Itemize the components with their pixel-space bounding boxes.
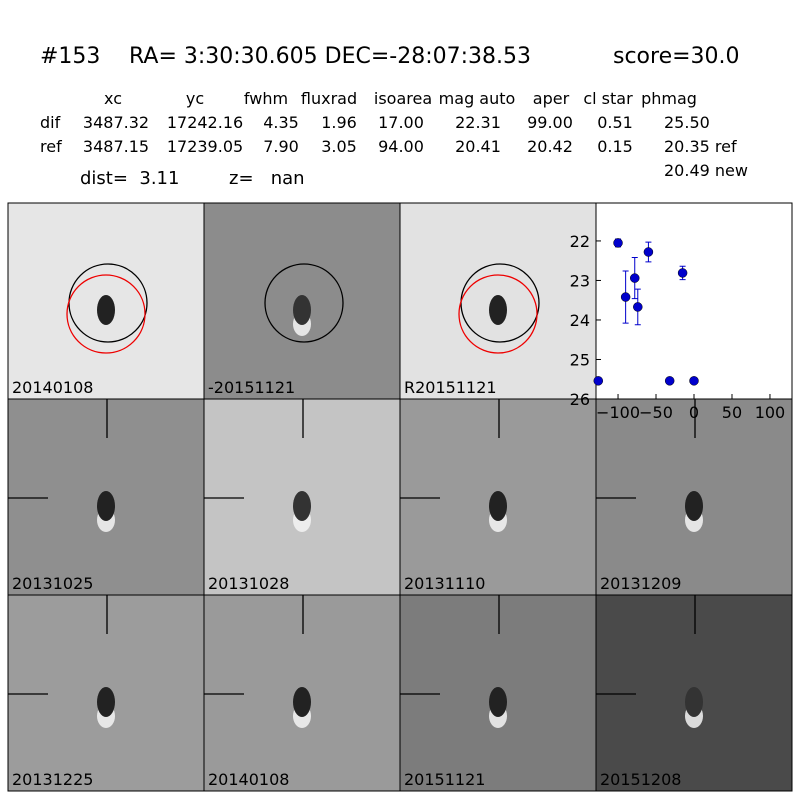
score: score=30.0 — [613, 44, 740, 69]
phmag-new: 20.49 new — [664, 161, 748, 180]
table-cell: 7.90 — [263, 137, 299, 156]
source-blob — [685, 491, 703, 521]
source-blob — [489, 491, 507, 521]
panel-label: 20140108 — [208, 770, 289, 789]
x-tick-label: −100 — [596, 403, 640, 422]
source-blob — [293, 687, 311, 717]
x-tick-label: 50 — [722, 403, 742, 422]
point — [620, 292, 631, 302]
y-tick-label: 24 — [570, 311, 590, 330]
table-cell: 99.00 — [527, 113, 573, 132]
source-blob — [685, 687, 703, 717]
panel-label: 20131209 — [600, 574, 681, 593]
image-panel — [7, 594, 205, 792]
table-cell: 22.31 — [455, 113, 501, 132]
table-cell: 1.96 — [321, 113, 357, 132]
aperture-circle — [264, 263, 344, 343]
source-blob — [97, 491, 115, 521]
point — [643, 247, 654, 257]
column-header: mag auto — [439, 89, 516, 108]
y-tick-label: 22 — [570, 232, 590, 251]
source-blob — [489, 687, 507, 717]
point — [689, 376, 699, 386]
column-header: fwhm — [244, 89, 288, 108]
source-blob — [489, 295, 507, 325]
x-tick-label: 0 — [689, 403, 699, 422]
y-tick-label: 23 — [570, 271, 590, 290]
table-cell: 25.50 — [664, 113, 710, 132]
y-tick-label: 25 — [570, 350, 590, 369]
panel-label: 20151208 — [600, 770, 681, 789]
column-header: fluxrad — [301, 89, 357, 108]
column-header: aper — [533, 89, 570, 108]
point — [613, 238, 623, 248]
row-label: ref — [40, 137, 62, 156]
dist: dist= 3.11 — [80, 168, 179, 189]
row-label: dif — [40, 113, 61, 132]
point — [593, 376, 604, 386]
panel-label: 20131025 — [12, 574, 93, 593]
table-cell: 0.51 — [597, 113, 633, 132]
coordinates: RA= 3:30:30.605 DEC=-28:07:38.53 — [129, 44, 531, 69]
table-cell: 4.35 — [263, 113, 299, 132]
point — [664, 376, 675, 386]
panel-label: 20131028 — [208, 574, 289, 593]
point — [629, 273, 640, 283]
y-tick-label: 26 — [570, 390, 590, 409]
table-cell: 17.00 — [378, 113, 424, 132]
panel-label: 20140108 — [12, 378, 93, 397]
table-cell: 20.42 — [527, 137, 573, 156]
x-tick-label: 100 — [755, 403, 786, 422]
column-header: phmag — [641, 89, 697, 108]
table-cell: 20.41 — [455, 137, 501, 156]
source-blob — [97, 295, 115, 325]
source-blob — [293, 295, 311, 325]
point — [633, 302, 643, 312]
source-blob — [97, 687, 115, 717]
table-cell: 17239.05 — [167, 137, 243, 156]
point — [677, 268, 688, 278]
panel-label: 20131110 — [404, 574, 485, 593]
x-tick-label: −50 — [639, 403, 673, 422]
column-header: yc — [186, 89, 204, 108]
object-id: #153 — [40, 44, 100, 69]
table-cell: 3487.32 — [83, 113, 149, 132]
table-cell: 3.05 — [321, 137, 357, 156]
aperture-circle-ref — [66, 274, 146, 354]
table-cell: 94.00 — [378, 137, 424, 156]
table-cell: 3487.15 — [83, 137, 149, 156]
panel-label: 20151121 — [404, 770, 485, 789]
z: z= nan — [229, 168, 305, 189]
column-header: isoarea — [374, 89, 432, 108]
plot-area — [595, 202, 793, 400]
table-cell: 17242.16 — [167, 113, 243, 132]
panel-label: R20151121 — [404, 378, 497, 397]
panel-label: -20151121 — [208, 378, 295, 397]
panel-label: 20131225 — [12, 770, 93, 789]
table-cell: 0.15 — [597, 137, 633, 156]
column-header: xc — [104, 89, 122, 108]
source-blob — [293, 491, 311, 521]
table-cell: 20.35 ref — [664, 137, 737, 156]
column-header: cl star — [583, 89, 633, 108]
aperture-circle-ref — [458, 274, 538, 354]
